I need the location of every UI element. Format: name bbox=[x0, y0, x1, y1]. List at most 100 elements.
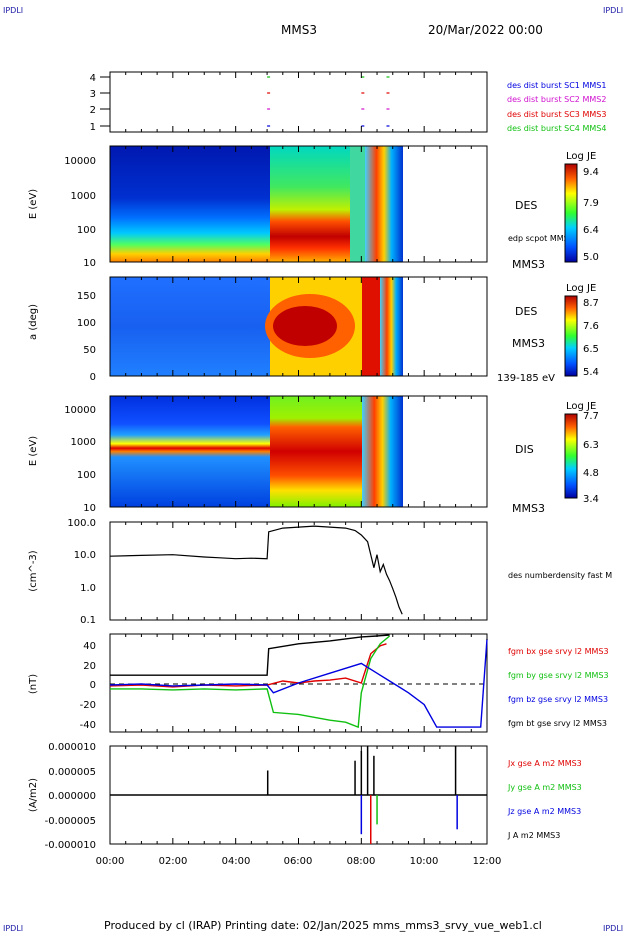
burst-ytick-4: 4 bbox=[90, 73, 96, 84]
panel-magnetic-field: (nT) 40 20 0 -20 -40 fgm bx gse srvy l2 … bbox=[28, 633, 609, 733]
corner-label-bottom-left: IPDLI bbox=[3, 924, 23, 933]
dis-energy-spacecraft: MMS3 bbox=[512, 502, 545, 515]
panel-burst-timeline: 4 3 2 1 des dist burst SC1 MMS1 des dist… bbox=[90, 71, 606, 133]
des-energy-ytick-100: 100 bbox=[77, 225, 96, 236]
dis-energy-cbar-tick-2: 6.3 bbox=[583, 440, 599, 451]
current-ytick-4: -0.000005 bbox=[45, 816, 96, 827]
panel-current-density: (A/m2) 0.000010 0.000005 0.000000 -0.000… bbox=[28, 742, 582, 851]
des-energy-ytick-10000: 10000 bbox=[64, 156, 96, 167]
current-legend-jy: Jy gse A m2 MMS3 bbox=[507, 783, 582, 792]
current-ytick-3: 0.000000 bbox=[48, 791, 96, 802]
current-legend-jz: Jz gse A m2 MMS3 bbox=[507, 807, 581, 816]
bfield-legend-bx: fgm bx gse srvy l2 MMS3 bbox=[508, 647, 609, 656]
current-legend-j: J A m2 MMS3 bbox=[507, 831, 560, 840]
bfield-legend: fgm bx gse srvy l2 MMS3 fgm by gse srvy … bbox=[508, 647, 609, 728]
bfield-ytick-m40: -40 bbox=[80, 720, 96, 731]
des-energy-species: DES bbox=[515, 199, 537, 212]
xtick-0400: 04:00 bbox=[222, 856, 251, 867]
current-legend-jx: Jx gse A m2 MMS3 bbox=[507, 759, 582, 768]
des-pitch-species: DES bbox=[515, 305, 537, 318]
des-energy-cbar-tick-2: 7.9 bbox=[583, 198, 599, 209]
des-pitch-ylabel: a (deg) bbox=[28, 304, 39, 340]
dis-energy-ytick-100: 100 bbox=[77, 470, 96, 481]
des-pitch-cbar-tick-4: 5.4 bbox=[583, 367, 599, 378]
dis-energy-cbar-tick-1: 7.7 bbox=[583, 411, 599, 422]
burst-legend-mms4: des dist burst SC4 MMS4 bbox=[507, 124, 606, 133]
current-ytick-1: 0.000010 bbox=[48, 742, 96, 753]
dis-energy-ytick-10: 10 bbox=[83, 503, 96, 514]
des-pitch-colorbar-title: Log JE bbox=[566, 283, 596, 294]
panel-density: (cm^-3) 100.0 10.0 1.0 0.1 des numberden… bbox=[28, 518, 612, 626]
xtick-0600: 06:00 bbox=[284, 856, 313, 867]
burst-ytick-2: 2 bbox=[90, 105, 96, 116]
current-ytick-2: 0.000005 bbox=[48, 767, 96, 778]
des-energy-ytick-1000: 1000 bbox=[71, 191, 96, 202]
density-ytick-0.1: 0.1 bbox=[80, 615, 96, 626]
current-legend: Jx gse A m2 MMS3 Jy gse A m2 MMS3 Jz gse… bbox=[507, 759, 582, 840]
xtick-0200: 02:00 bbox=[159, 856, 188, 867]
xtick-0800: 08:00 bbox=[347, 856, 376, 867]
density-ytick-100: 100.0 bbox=[67, 518, 96, 529]
des-pitch-ytick-0: 0 bbox=[90, 372, 96, 383]
dis-energy-ytick-10000: 10000 bbox=[64, 405, 96, 416]
bfield-ylabel: (nT) bbox=[28, 674, 39, 694]
xtick-1200: 12:00 bbox=[473, 856, 502, 867]
burst-legend-mms2: des dist burst SC2 MMS2 bbox=[507, 95, 606, 104]
burst-marks bbox=[267, 76, 390, 127]
corner-label-top-right: IPDLI bbox=[603, 6, 623, 15]
time-axis: 00:00 02:00 04:00 06:00 08:00 10:00 12:0… bbox=[96, 72, 502, 867]
des-energy-colorbar bbox=[564, 163, 578, 263]
bfield-ytick-40: 40 bbox=[83, 641, 96, 652]
burst-ytick-3: 3 bbox=[90, 89, 96, 100]
bfield-legend-bt: fgm bt gse srvy l2 MMS3 bbox=[508, 719, 607, 728]
xtick-1000: 10:00 bbox=[410, 856, 439, 867]
des-pitch-cbar-tick-3: 6.5 bbox=[583, 344, 599, 355]
bfield-series-line-2 bbox=[109, 638, 488, 728]
plot-title: MMS3 bbox=[281, 23, 317, 37]
bfield-lines bbox=[109, 634, 488, 729]
burst-legend: des dist burst SC1 MMS1 des dist burst S… bbox=[507, 81, 606, 133]
des-pitch-spacecraft: MMS3 bbox=[512, 337, 545, 350]
density-ylabel: (cm^-3) bbox=[28, 550, 39, 591]
density-series-label: des numberdensity fast M bbox=[508, 571, 612, 580]
bfield-legend-bz: fgm bz gse srvy l2 MMS3 bbox=[508, 695, 608, 704]
dis-energy-colorbar bbox=[564, 413, 578, 499]
dis-energy-ylabel: E (eV) bbox=[28, 436, 39, 466]
des-pitch-ytick-50: 50 bbox=[83, 345, 96, 356]
des-energy-cbar-tick-3: 6.4 bbox=[583, 225, 599, 236]
corner-label-top-left: IPDLI bbox=[3, 6, 23, 15]
density-ytick-10: 10.0 bbox=[74, 550, 96, 561]
panel-des-pitch: a (deg) 150 100 50 0 DES MMS3 139-185 eV… bbox=[28, 276, 599, 384]
des-energy-note: edp scpot MMS3 bbox=[508, 234, 574, 243]
xtick-0000: 00:00 bbox=[96, 856, 125, 867]
des-energy-spacecraft: MMS3 bbox=[512, 258, 545, 271]
density-lines bbox=[109, 525, 403, 615]
bfield-series-line-1 bbox=[110, 635, 391, 729]
burst-legend-mms1: des dist burst SC1 MMS1 bbox=[507, 81, 606, 90]
plot-date: 20/Mar/2022 00:00 bbox=[428, 23, 543, 37]
panel-dis-energy: E (eV) 10000 1000 100 10 DIS MMS3 Log JE… bbox=[28, 395, 599, 515]
dis-energy-cbar-tick-4: 3.4 bbox=[583, 494, 599, 505]
des-energy-ytick-10: 10 bbox=[83, 258, 96, 269]
corner-label-bottom-right: IPDLI bbox=[603, 924, 623, 933]
des-pitch-cbar-tick-2: 7.6 bbox=[583, 321, 599, 332]
current-spikes bbox=[266, 746, 458, 844]
des-pitch-colorbar bbox=[564, 295, 578, 377]
des-pitch-ytick-100: 100 bbox=[77, 318, 96, 329]
des-energy-ylabel: E (eV) bbox=[28, 189, 39, 219]
bfield-ytick-m20: -20 bbox=[80, 700, 96, 711]
des-pitch-cbar-tick-1: 8.7 bbox=[583, 298, 599, 309]
bfield-ytick-20: 20 bbox=[83, 661, 96, 672]
dis-energy-cbar-tick-3: 4.8 bbox=[583, 468, 599, 479]
des-energy-colorbar-title: Log JE bbox=[566, 151, 596, 162]
bfield-legend-by: fgm by gse srvy l2 MMS3 bbox=[508, 671, 609, 680]
density-ytick-1: 1.0 bbox=[80, 583, 96, 594]
dis-energy-species: DIS bbox=[515, 443, 534, 456]
footer-credit: Produced by cl (IRAP) Printing date: 02/… bbox=[104, 919, 542, 932]
panel-des-energy: E (eV) 10000 1000 100 10 DES edp scpot M… bbox=[28, 145, 599, 271]
dis-energy-colorbar-title: Log JE bbox=[566, 401, 596, 412]
des-energy-cbar-tick-1: 9.4 bbox=[583, 167, 599, 178]
current-ytick-5: -0.000010 bbox=[45, 840, 96, 851]
density-series-line bbox=[109, 525, 403, 615]
